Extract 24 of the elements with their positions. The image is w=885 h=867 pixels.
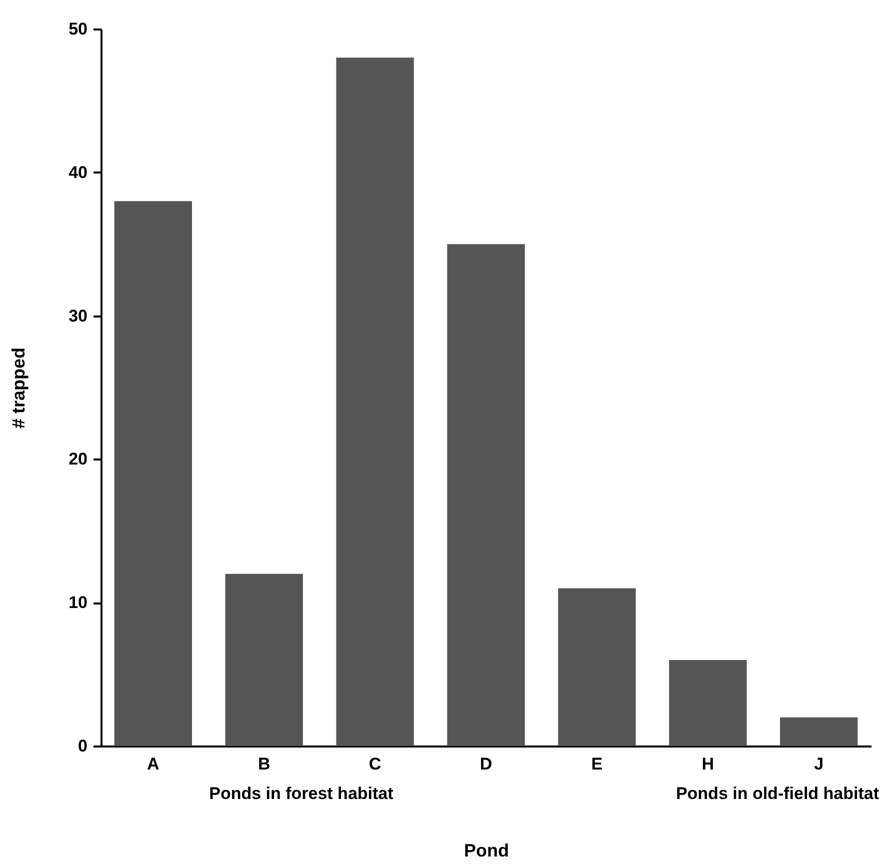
y-tick-label: 50 [68,20,88,38]
bar [336,58,414,746]
y-tick-label: 0 [78,736,88,756]
y-tick-label: 40 [68,162,88,182]
bar [225,574,303,746]
x-tick-label: J [814,754,824,774]
y-tick-label: 20 [68,450,88,469]
bar [558,588,636,746]
bar [669,660,747,746]
x-tick-label: D [480,754,492,774]
y-axis-title: # trapped [8,347,29,429]
text: Ponds in old-field habitat [676,784,880,803]
x-tick-label: B [258,754,270,774]
bar [114,201,192,746]
y-tick-label: 30 [68,306,88,326]
x-tick-label: C [368,754,382,774]
y-tick-label: 10 [68,593,88,612]
x-tick-label: E [591,754,603,774]
x-tick-label: A [147,754,160,774]
x-axis-title: Pond [464,840,509,860]
text: Ponds in forest habitat [209,784,394,803]
x-tick-label: H [702,754,714,774]
bar [447,244,525,746]
bar [780,717,858,746]
